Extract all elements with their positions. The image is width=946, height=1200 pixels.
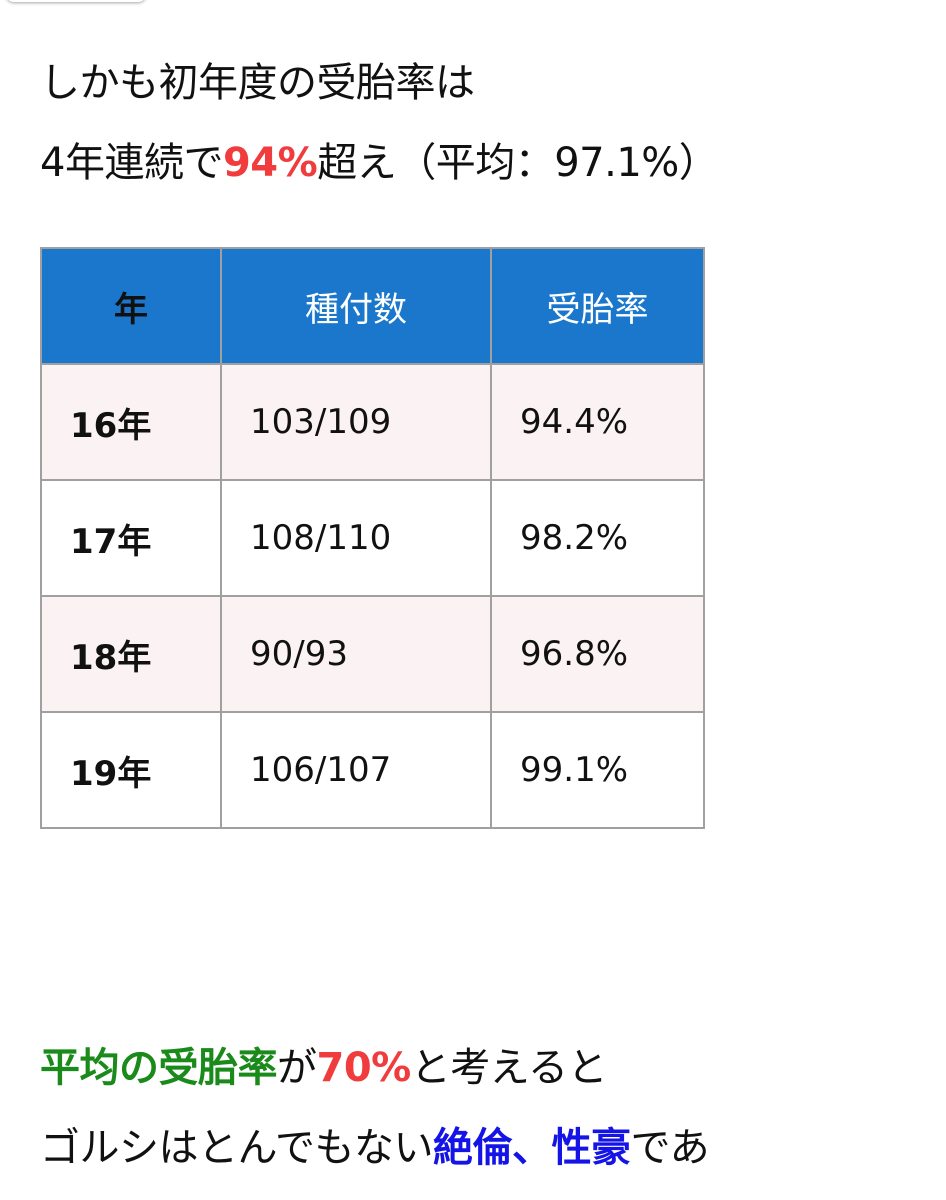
cell-breedings: 106/107 <box>220 711 492 829</box>
table-row: 19年 106/107 99.1% <box>40 711 705 829</box>
table-row: 18年 90/93 96.8% <box>40 595 705 713</box>
text: と考えると <box>410 1045 608 1091</box>
cell-rate: 98.2% <box>490 479 705 597</box>
cell-rate: 99.1% <box>490 711 705 829</box>
blue-text: 性豪 <box>551 1125 632 1171</box>
highlight-94: 94% <box>222 140 318 186</box>
table-row: 16年 103/109 94.4% <box>40 363 705 481</box>
text: 4年連続で <box>40 140 223 186</box>
text: ゴルシはとんでもない <box>40 1125 434 1171</box>
heading-line-1: しかも初年度の受胎率は <box>40 60 475 106</box>
header-rate: 受胎率 <box>490 247 705 365</box>
cell-rate: 96.8% <box>490 595 705 713</box>
top-popup-edge <box>6 0 146 2</box>
cell-breedings: 103/109 <box>220 363 492 481</box>
cell-year: 19年 <box>40 711 222 829</box>
blue-text: 絶倫 <box>433 1125 513 1171</box>
cell-breedings: 108/110 <box>220 479 492 597</box>
header-breedings: 種付数 <box>220 247 492 365</box>
header-year: 年 <box>40 247 222 365</box>
cell-year: 18年 <box>40 595 222 713</box>
stats-table: 年 種付数 受胎率 16年 103/109 94.4% 17年 108/110 … <box>40 247 705 829</box>
text: であ <box>630 1125 710 1171</box>
cell-year: 16年 <box>40 363 222 481</box>
cell-year: 17年 <box>40 479 222 597</box>
footer-line-1: 平均の受胎率が70%と考えると <box>40 1035 608 1093</box>
text: 超え（平均：97.1%） <box>317 140 719 186</box>
cell-rate: 94.4% <box>490 363 705 481</box>
cell-breedings: 90/93 <box>220 595 492 713</box>
table-row: 17年 108/110 98.2% <box>40 479 705 597</box>
heading-line-2: 4年連続で94%超え（平均：97.1%） <box>40 130 719 188</box>
red-text: 70% <box>316 1045 412 1091</box>
table-header-row: 年 種付数 受胎率 <box>40 247 705 365</box>
text: が <box>277 1045 317 1091</box>
footer-line-2: ゴルシはとんでもない絶倫、性豪であ <box>40 1115 710 1173</box>
green-text: 平均の受胎率 <box>40 1045 278 1091</box>
blue-sep: 、 <box>512 1125 552 1171</box>
